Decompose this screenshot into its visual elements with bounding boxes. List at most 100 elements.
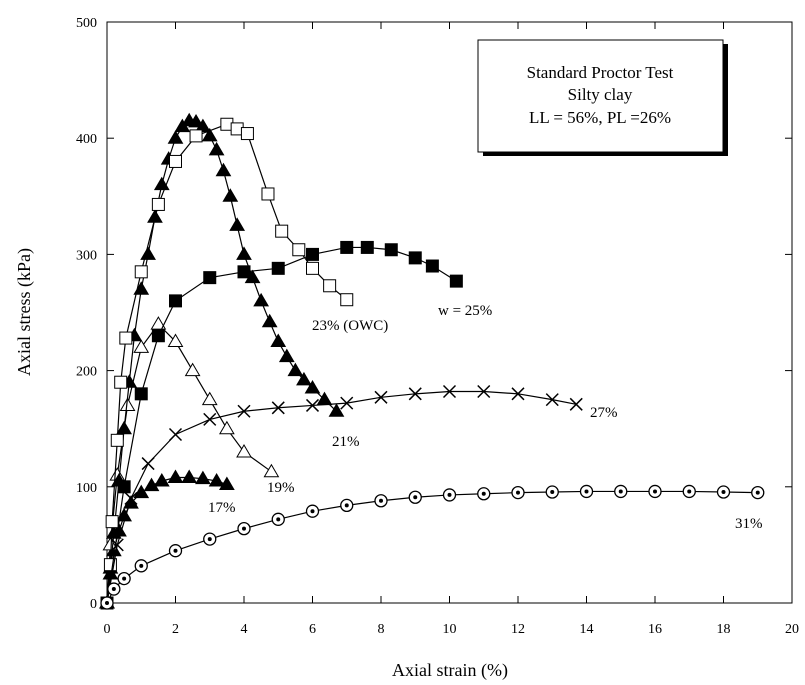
marker (442, 488, 457, 502)
marker-dot (481, 491, 486, 496)
marker-dot (276, 517, 281, 522)
marker (133, 339, 150, 353)
marker (119, 331, 133, 345)
marker (133, 484, 150, 499)
marker (682, 484, 696, 499)
marker (203, 271, 217, 285)
marker-dot (242, 526, 246, 531)
series-label: 21% (332, 434, 360, 450)
x-tick-label: 14 (580, 622, 594, 637)
marker (648, 484, 662, 499)
marker-dot (310, 509, 315, 514)
marker (237, 265, 251, 279)
marker (579, 484, 594, 499)
marker-dot (687, 489, 692, 494)
y-tick-label: 300 (76, 248, 97, 263)
marker (167, 333, 184, 348)
x-tick-label: 6 (309, 622, 316, 637)
marker-dot (139, 563, 144, 568)
box-line: Silty clay (568, 85, 633, 104)
marker (237, 404, 251, 418)
marker (151, 329, 165, 343)
series-line (106, 246, 457, 604)
series-line (106, 390, 577, 604)
x-tick-label: 20 (785, 622, 799, 637)
marker (195, 470, 211, 485)
series-label: 23% (OWC) (312, 318, 388, 334)
marker (296, 371, 312, 386)
marker (323, 279, 337, 293)
marker (384, 243, 398, 257)
marker (116, 420, 132, 435)
marker (236, 246, 252, 260)
marker (201, 127, 218, 142)
marker (237, 521, 251, 536)
marker-dot (584, 489, 589, 494)
marker (374, 390, 388, 404)
marker (168, 544, 183, 558)
marker (292, 243, 306, 257)
marker-dot (413, 495, 418, 500)
marker (236, 443, 252, 458)
marker (188, 113, 204, 128)
marker (287, 362, 304, 377)
marker (105, 515, 119, 529)
marker (124, 491, 138, 505)
marker-dot (550, 490, 555, 495)
y-tick-label: 500 (76, 16, 97, 31)
marker-dot (344, 503, 349, 508)
y-tick-label: 0 (90, 597, 97, 612)
marker (195, 118, 211, 133)
marker (167, 130, 184, 144)
x-tick-label: 2 (172, 622, 179, 637)
marker (408, 251, 422, 265)
marker (278, 348, 295, 363)
marker-dot (173, 548, 178, 553)
marker (360, 240, 374, 254)
marker (134, 559, 148, 573)
marker (114, 375, 128, 389)
marker (150, 316, 167, 330)
marker (141, 457, 155, 471)
x-tick-label: 8 (378, 622, 385, 637)
marker (181, 469, 198, 484)
marker (229, 217, 246, 231)
marker-dot (207, 537, 212, 542)
marker (215, 162, 232, 177)
series-label: 17% (208, 500, 236, 516)
marker (271, 261, 285, 275)
series-label: w = 25% (438, 303, 492, 319)
marker (100, 596, 114, 610)
series-line (106, 490, 758, 604)
marker (304, 380, 321, 394)
marker (442, 384, 457, 399)
x-tick-label: 16 (648, 622, 662, 637)
marker (119, 397, 136, 411)
marker (168, 427, 183, 442)
marker (305, 398, 320, 412)
x-axis-label: Axial strain (%) (392, 660, 508, 681)
x-tick-label: 12 (511, 622, 525, 637)
marker (169, 154, 182, 168)
y-tick-label: 200 (76, 365, 97, 380)
marker (408, 387, 422, 401)
marker (477, 487, 491, 501)
marker (569, 397, 583, 411)
marker (545, 485, 559, 499)
marker (167, 469, 184, 484)
marker (340, 240, 354, 254)
marker (306, 261, 319, 275)
marker-dot (653, 489, 657, 494)
marker (240, 127, 254, 141)
marker (110, 433, 124, 447)
series-label: 19% (267, 480, 295, 496)
marker (169, 294, 182, 308)
marker (189, 129, 203, 143)
marker (208, 472, 225, 487)
marker (261, 313, 278, 328)
marker (271, 401, 285, 415)
marker (107, 582, 121, 596)
y-axis-label: Axial stress (kPa) (14, 248, 35, 376)
marker (134, 265, 148, 279)
marker (263, 463, 280, 478)
